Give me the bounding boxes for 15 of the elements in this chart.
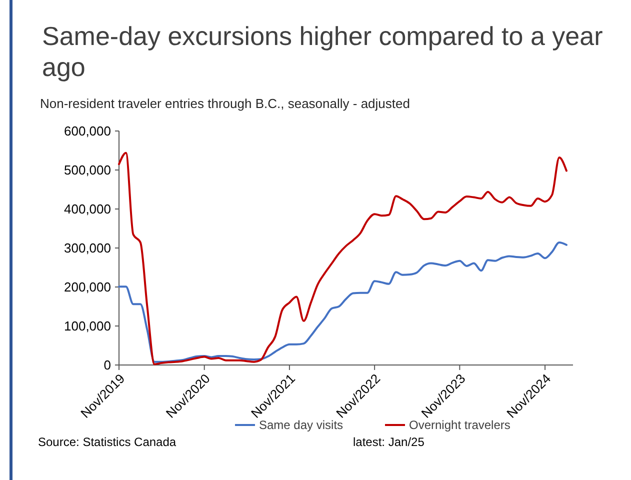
y-tick-label: 0	[104, 358, 111, 373]
legend-label: Overnight travelers	[409, 418, 510, 432]
y-tick-label: 300,000	[64, 240, 111, 256]
source-note: Source: Statistics Canada	[38, 435, 176, 449]
chart-subtitle: Non-resident traveler entries through B.C., seasonally - adjusted	[40, 96, 410, 111]
y-tick-label: 600,000	[64, 124, 111, 139]
y-tick-label: 500,000	[64, 162, 111, 178]
chart-title: Same-day excursions higher compared to a year ago	[42, 21, 604, 82]
y-tick-label: 100,000	[64, 318, 111, 334]
legend-label: Same day visits	[259, 418, 344, 432]
y-tick-label: 200,000	[64, 280, 111, 295]
text: latest: Jan/25	[353, 435, 425, 449]
line-series	[118, 242, 568, 363]
line-series	[118, 152, 568, 366]
y-tick-label: 400,000	[64, 202, 111, 217]
